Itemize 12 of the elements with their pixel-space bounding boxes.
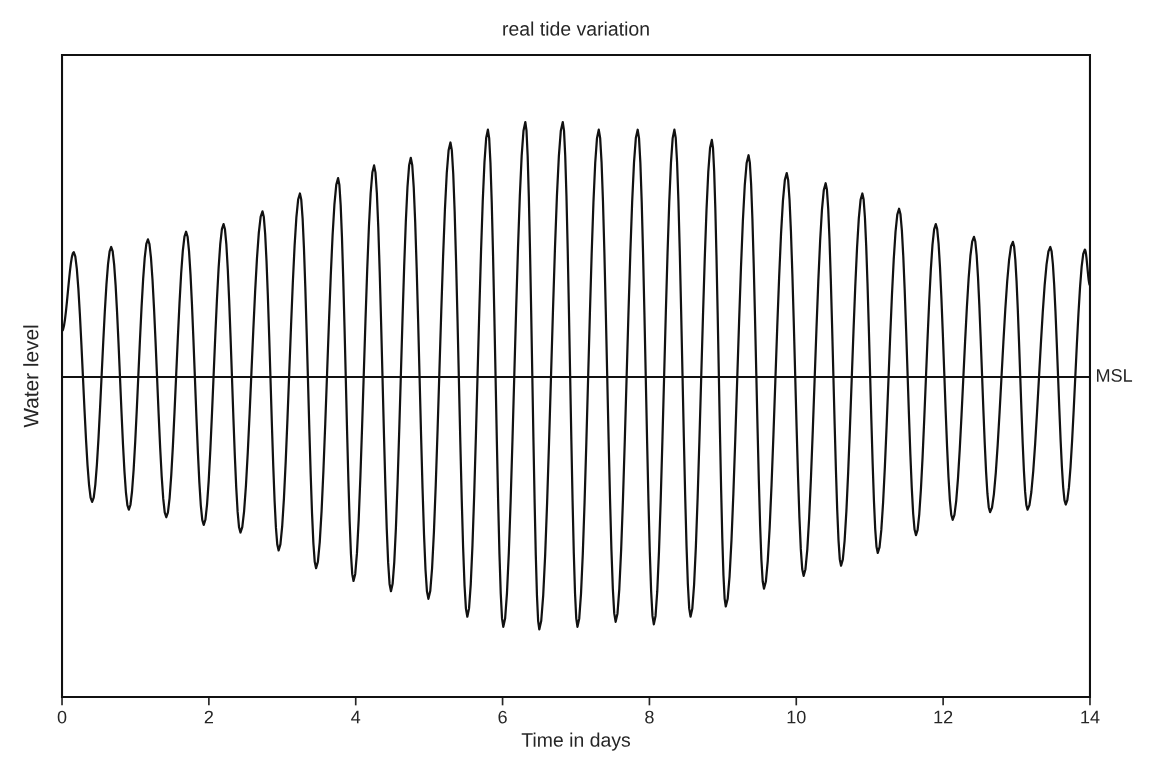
x-tick-label: 14 [1081, 710, 1100, 724]
x-tick-label: 2 [204, 710, 213, 724]
x-tick-label: 12 [934, 710, 953, 724]
x-tick-label: 8 [645, 710, 654, 724]
chart-title: real tide variation [503, 21, 649, 36]
x-tick-label: 6 [498, 710, 507, 724]
x-tick-label: 0 [57, 710, 67, 724]
ref-line-label: MSL [1097, 369, 1133, 382]
x-tick-label: 10 [787, 710, 806, 724]
y-axis-title: Water level [23, 325, 39, 428]
x-axis-title: Time in days [521, 732, 631, 751]
x-tick-label: 4 [351, 710, 361, 724]
